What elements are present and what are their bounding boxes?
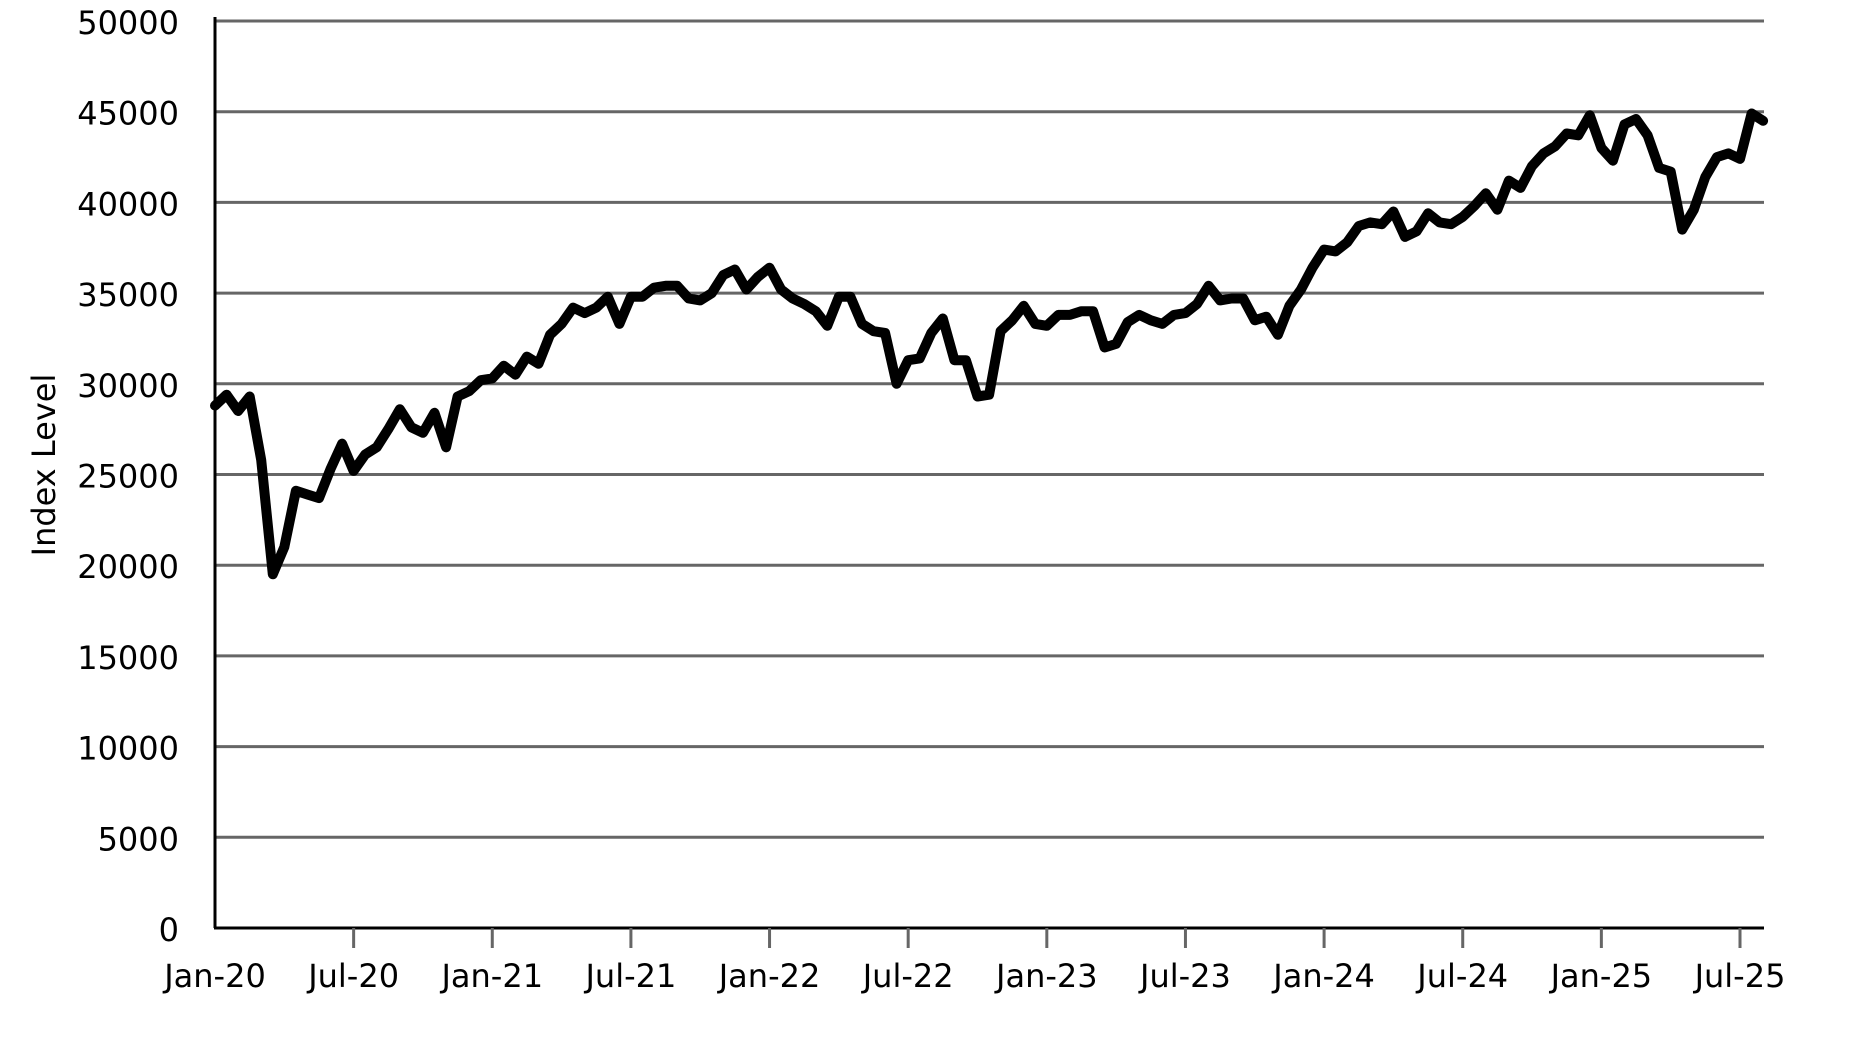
x-tick-label: Jul-20 — [306, 957, 399, 995]
x-tick-label: Jul-24 — [1415, 957, 1508, 995]
y-tick-label: 25000 — [77, 458, 179, 496]
x-tick-label: Jan-23 — [994, 957, 1098, 995]
y-tick-label: 40000 — [77, 185, 179, 223]
x-tick-label: Jul-25 — [1693, 957, 1786, 995]
y-tick-label: 15000 — [77, 639, 179, 677]
y-tick-label: 10000 — [77, 730, 179, 768]
y-tick-label: 0 — [159, 911, 179, 949]
data-line — [210, 108, 1769, 580]
x-tick-label: Jan-20 — [162, 957, 266, 995]
y-tick-label: 50000 — [77, 4, 179, 42]
y-tick-label: 45000 — [77, 95, 179, 133]
x-tick-label: Jan-24 — [1271, 957, 1375, 995]
y-axis-label: Index Level — [25, 374, 63, 557]
y-tick-label: 5000 — [98, 820, 179, 858]
y-tick-label: 20000 — [77, 548, 179, 586]
y-tick-label: 30000 — [77, 367, 179, 405]
x-tick-label: Jul-21 — [583, 957, 676, 995]
x-tick-label: Jan-22 — [717, 957, 821, 995]
x-tick-label: Jan-25 — [1549, 957, 1653, 995]
y-tick-label: 35000 — [77, 276, 179, 314]
x-tick-label: Jul-22 — [861, 957, 954, 995]
x-tick-label: Jan-21 — [439, 957, 543, 995]
x-tick-label: Jul-23 — [1138, 957, 1231, 995]
